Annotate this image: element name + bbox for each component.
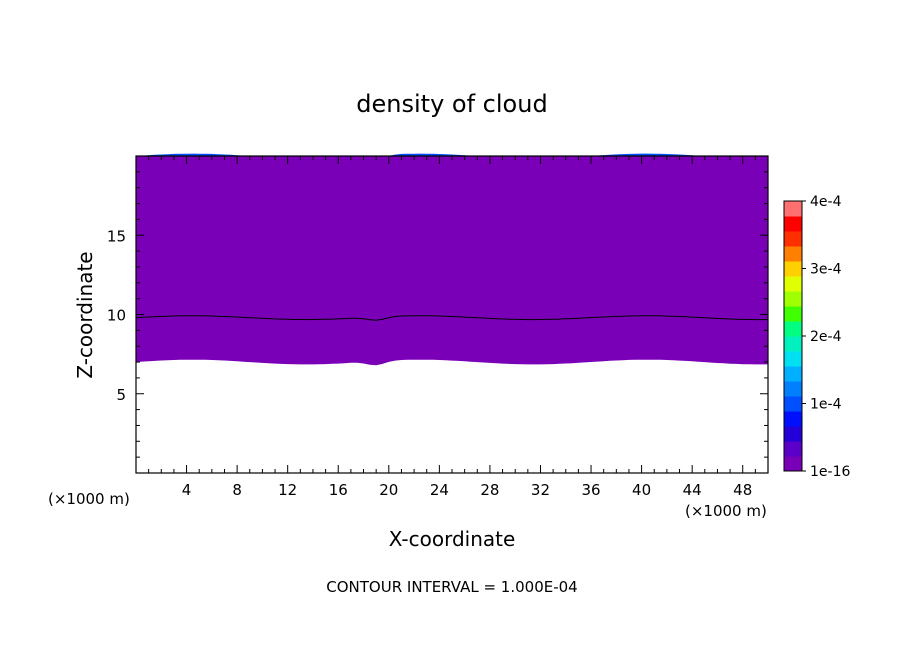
contour-line (135, 315, 769, 321)
x-unit-label-left: (×1000 m) (48, 490, 130, 508)
contour-band (136, 156, 768, 366)
x-unit-label-right: (×1000 m) (685, 502, 767, 520)
colorbar-swatch (784, 441, 802, 457)
colorbar (783, 200, 803, 472)
colorbar-tick-label: 4e-4 (810, 194, 842, 210)
x-tick-label: 12 (278, 481, 297, 499)
colorbar-swatch (784, 231, 802, 247)
colorbar-swatch (784, 456, 802, 472)
y-tick-label: 10 (107, 307, 126, 325)
colorbar-swatch (784, 426, 802, 442)
y-axis-label: Z-coordinate (73, 251, 97, 378)
colorbar-swatch (784, 291, 802, 307)
plot-fill-bands (136, 153, 768, 366)
colorbar-swatch (784, 216, 802, 232)
x-tick-label: 48 (733, 481, 752, 499)
colorbar-tick-label: 2e-4 (810, 329, 842, 345)
colorbar-swatch (784, 336, 802, 352)
colorbar-tick-label: 1e-16 (810, 464, 850, 480)
x-tick-label: 20 (379, 481, 398, 499)
x-axis-ticks: 4 8 12 16 20 24 28 32 36 40 44 48 (148, 156, 756, 499)
colorbar-tick-label: 1e-4 (810, 397, 842, 413)
colorbar-swatch (784, 411, 802, 427)
colorbar-swatch (784, 351, 802, 367)
x-tick-label: 16 (329, 481, 348, 499)
colorbar-swatch (784, 201, 802, 217)
colorbar-swatch (784, 396, 802, 412)
x-tick-label: 8 (232, 481, 242, 499)
contour-interval-footer: CONTOUR INTERVAL = 1.000E-04 (326, 578, 577, 596)
chart-title: density of cloud (356, 90, 547, 118)
x-tick-label: 24 (430, 481, 449, 499)
colorbar-swatch (784, 306, 802, 322)
y-tick-label: 5 (116, 386, 126, 404)
y-axis-ticks: 5 10 15 (107, 171, 768, 458)
x-tick-label: 28 (480, 481, 499, 499)
colorbar-swatch (784, 321, 802, 337)
colorbar-swatch (784, 366, 802, 382)
colorbar-labels: 1e-16 1e-4 2e-4 3e-4 4e-4 (802, 194, 850, 480)
colorbar-swatch (784, 261, 802, 277)
x-axis-label: X-coordinate (389, 527, 516, 551)
colorbar-swatch (784, 276, 802, 292)
y-tick-label: 15 (107, 227, 126, 245)
x-tick-label: 40 (632, 481, 651, 499)
x-tick-label: 36 (581, 481, 600, 499)
x-tick-label: 32 (531, 481, 550, 499)
colorbar-swatch (784, 381, 802, 397)
x-tick-label: 4 (182, 481, 192, 499)
colorbar-tick-label: 3e-4 (810, 262, 842, 278)
colorbar-swatch (784, 246, 802, 262)
x-tick-label: 44 (683, 481, 702, 499)
